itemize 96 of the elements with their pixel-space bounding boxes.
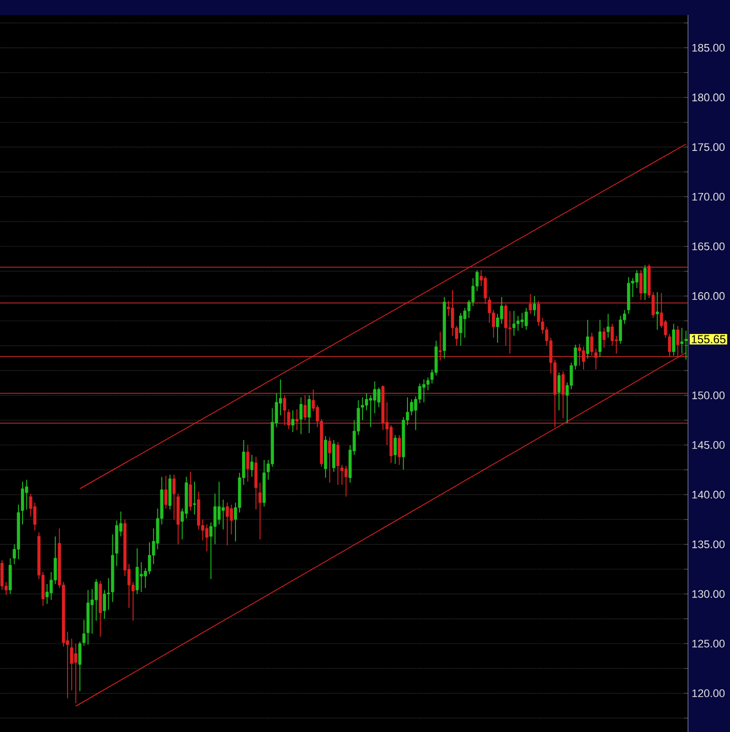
candlestick bbox=[602, 327, 606, 348]
candlestick bbox=[520, 312, 524, 328]
candlestick bbox=[25, 479, 28, 510]
candlestick bbox=[422, 379, 426, 403]
y-tick-label: 165.00 bbox=[692, 242, 725, 250]
candlestick bbox=[394, 434, 397, 464]
candlestick bbox=[684, 330, 688, 360]
candlestick bbox=[102, 590, 106, 620]
candlestick bbox=[336, 442, 340, 486]
candlestick bbox=[586, 319, 590, 360]
candlestick bbox=[148, 542, 152, 575]
candlestick bbox=[582, 346, 586, 370]
text: 155.65 bbox=[692, 335, 726, 344]
candlestick bbox=[246, 444, 250, 482]
candlestick bbox=[192, 481, 196, 515]
candlestick bbox=[618, 315, 622, 344]
candlestick bbox=[528, 294, 532, 314]
y-tick-label: 175.00 bbox=[692, 143, 725, 151]
candlestick bbox=[258, 482, 262, 540]
candlestick bbox=[459, 312, 462, 346]
candlestick bbox=[676, 325, 680, 358]
candlestick bbox=[74, 643, 78, 704]
candlestick bbox=[344, 465, 348, 498]
candlestick bbox=[340, 464, 344, 486]
candlestick bbox=[70, 638, 74, 691]
candlestick bbox=[332, 440, 336, 472]
candlestick bbox=[82, 619, 86, 646]
candlestick bbox=[635, 270, 638, 289]
candlestick bbox=[213, 493, 217, 545]
candlestick bbox=[668, 333, 672, 358]
candlestick bbox=[672, 323, 676, 356]
candlestick bbox=[557, 372, 561, 411]
candlestick bbox=[360, 396, 364, 421]
candlestick bbox=[188, 471, 192, 511]
y-tick-label: 160.00 bbox=[692, 292, 725, 300]
candlestick bbox=[680, 327, 684, 354]
y-tick-label: 130.00 bbox=[692, 590, 725, 598]
y-tick-label: 125.00 bbox=[692, 640, 725, 648]
candlestick bbox=[172, 474, 176, 520]
candlestick bbox=[516, 315, 520, 332]
candlestick bbox=[283, 394, 286, 426]
candlestick bbox=[578, 343, 582, 366]
candlestick bbox=[0, 560, 4, 590]
candlestick bbox=[106, 578, 110, 610]
candlestick bbox=[598, 319, 602, 358]
y-tick-label: 120.00 bbox=[692, 689, 725, 698]
candlestick bbox=[524, 308, 528, 330]
candlestick bbox=[46, 584, 49, 604]
candlestick bbox=[222, 499, 225, 530]
candlestick bbox=[291, 410, 294, 433]
candlestick bbox=[304, 394, 307, 421]
candlestick bbox=[226, 502, 229, 546]
candlestick bbox=[308, 394, 311, 434]
candlestick bbox=[299, 396, 303, 435]
candlestick bbox=[562, 371, 565, 419]
candlestick bbox=[205, 524, 208, 552]
candlestick bbox=[94, 578, 98, 622]
candlestick bbox=[639, 270, 642, 300]
candlestick bbox=[78, 641, 82, 692]
candlestick bbox=[364, 392, 368, 411]
candlestick bbox=[536, 300, 540, 326]
candlestick bbox=[230, 504, 233, 535]
y-tick-label: 180.00 bbox=[692, 94, 725, 102]
candlestick bbox=[377, 386, 380, 408]
y-tick-label: 140.00 bbox=[692, 490, 725, 499]
y-tick-label: 145.00 bbox=[692, 441, 725, 449]
candlestick bbox=[610, 323, 614, 346]
candlestick bbox=[218, 481, 221, 525]
candlestick bbox=[287, 408, 290, 430]
candlestick bbox=[438, 331, 442, 362]
candlestick bbox=[410, 398, 414, 416]
candlestick bbox=[328, 436, 332, 484]
candlestick bbox=[500, 296, 504, 324]
candlestick bbox=[426, 377, 430, 391]
y-tick-label: 185.00 bbox=[692, 44, 725, 52]
y-tick-label: 170.00 bbox=[692, 192, 725, 201]
y-tick-label: 150.00 bbox=[692, 391, 725, 400]
candlestick bbox=[250, 454, 254, 478]
candlestick bbox=[484, 276, 487, 304]
candlestick bbox=[373, 380, 376, 414]
candlestick bbox=[164, 475, 168, 510]
candlestick bbox=[398, 434, 401, 466]
candlestick bbox=[656, 292, 659, 330]
candlestick bbox=[512, 310, 516, 336]
candlestick bbox=[488, 296, 491, 324]
candlestick bbox=[450, 290, 454, 336]
candlestick bbox=[532, 296, 536, 316]
candlestick bbox=[594, 348, 598, 370]
candlestick bbox=[136, 548, 139, 594]
candlestick bbox=[20, 481, 24, 525]
candlestick bbox=[140, 562, 143, 592]
candlestick bbox=[504, 304, 508, 346]
candlestick bbox=[606, 313, 610, 338]
candlestick bbox=[295, 408, 298, 431]
candlestick bbox=[590, 332, 594, 356]
y-tick-label: 135.00 bbox=[692, 540, 725, 548]
